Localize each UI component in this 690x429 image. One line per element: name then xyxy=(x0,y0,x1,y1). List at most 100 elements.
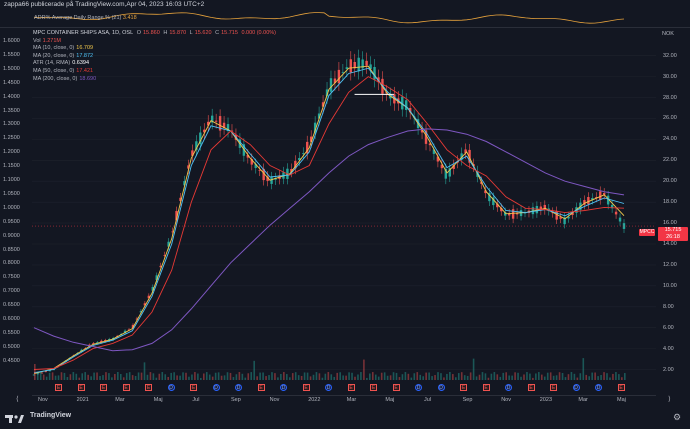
legend-ma10-row[interactable]: MA (10, close, 0) 16.709 xyxy=(33,45,278,53)
volume-bar xyxy=(535,373,537,380)
time-axis[interactable]: Nov 2021 Mar Maj Jul Sep Nov 2022 Mar Maj Jul Sep No… xyxy=(32,395,656,406)
volume-bar xyxy=(277,377,279,380)
settings-gear-icon[interactable]: ⚙ xyxy=(673,412,682,422)
volume-bar xyxy=(306,372,309,380)
right-axis-tick: 18.00 xyxy=(663,199,677,206)
legend-vol-row[interactable]: Vol 1.271M xyxy=(33,38,278,46)
left-axis-tick: 1.1500 xyxy=(3,163,20,170)
volume-bar xyxy=(330,374,333,380)
earnings-event-marker[interactable]: E xyxy=(122,384,130,391)
left-axis-tick: 0.9000 xyxy=(3,232,20,239)
earnings-event-marker[interactable]: E xyxy=(77,384,85,391)
time-axis-label: Sep xyxy=(462,397,473,403)
earnings-event-marker[interactable]: E xyxy=(527,384,535,391)
volume-bar xyxy=(532,377,534,380)
right-axis-tick: 20.00 xyxy=(663,178,677,185)
volume-bar xyxy=(401,374,404,380)
volume-bar xyxy=(256,376,258,380)
earnings-event-marker[interactable]: E xyxy=(482,384,490,391)
dividend-event-marker[interactable]: D xyxy=(437,384,445,391)
legend-atr-row[interactable]: ATR (14, RMA) 0.6394 xyxy=(33,60,278,68)
candle-body xyxy=(159,265,162,268)
candle-body xyxy=(298,157,301,161)
candle-body xyxy=(504,212,507,216)
candle-body xyxy=(610,204,614,209)
dividend-event-marker[interactable]: D xyxy=(572,384,580,391)
dividend-event-marker[interactable]: D xyxy=(325,384,332,391)
legend-symbol[interactable]: MPC CONTAINER SHIPS ASA, 1D, OSL xyxy=(33,30,134,36)
volume-bar xyxy=(493,372,496,380)
earnings-event-marker[interactable]: E xyxy=(190,384,197,391)
candle-body xyxy=(337,69,341,84)
right-price-scale[interactable]: NOK 32.00 30.00 28.00 26.00 24.00 22.00 20.00 1… xyxy=(656,28,690,394)
price-chart[interactable] xyxy=(0,28,690,394)
left-axis-tick: 1.5500 xyxy=(3,51,20,58)
earnings-event-marker[interactable]: E xyxy=(370,384,377,391)
volume-bar xyxy=(455,377,457,380)
volume-bar xyxy=(508,375,510,380)
earnings-event-marker[interactable]: E xyxy=(550,384,557,391)
volume-bar xyxy=(481,372,484,380)
ohlc-l-label: L xyxy=(189,30,193,36)
volume-bar xyxy=(502,372,505,380)
legend-ma200-row[interactable]: MA (200, close, 0) 18.690 xyxy=(33,76,278,84)
volume-bar xyxy=(202,373,205,380)
candle-body xyxy=(369,64,372,70)
dividend-event-marker[interactable]: D xyxy=(280,384,287,391)
legend-ma50-row[interactable]: MA (50, close, 0) 17.421 xyxy=(33,68,278,76)
candle-body xyxy=(507,213,511,216)
main-chart-pane[interactable] xyxy=(0,28,690,394)
dividend-event-marker[interactable]: D xyxy=(212,384,220,391)
volume-bar xyxy=(36,373,39,380)
volume-bar xyxy=(288,377,291,380)
volume-bar xyxy=(131,375,134,380)
earnings-event-marker[interactable]: E xyxy=(145,384,152,391)
volume-bar xyxy=(348,372,350,380)
candle-body xyxy=(571,212,574,215)
volume-bar xyxy=(514,372,516,380)
volume-bar xyxy=(125,373,128,380)
earnings-event-marker[interactable]: E xyxy=(347,384,355,391)
candle-body xyxy=(405,100,408,110)
volume-bar xyxy=(271,372,273,380)
volume-bar xyxy=(211,376,214,380)
candle-body xyxy=(599,191,602,200)
volume-bar xyxy=(490,373,493,380)
volume-bar xyxy=(108,373,110,380)
dividend-event-marker[interactable]: D xyxy=(235,384,242,391)
bar-countdown: 26:18 xyxy=(666,233,680,240)
scroll-right-icon[interactable]: ⟩ xyxy=(668,396,671,403)
earnings-event-marker[interactable]: E xyxy=(302,384,310,391)
volume-bar xyxy=(253,360,255,380)
candle-body xyxy=(123,330,127,334)
volume-bar xyxy=(443,377,445,380)
dividend-event-marker[interactable]: D xyxy=(595,384,602,391)
earnings-event-marker[interactable]: E xyxy=(55,384,62,391)
volume-bar xyxy=(57,375,60,380)
earnings-event-marker[interactable]: E xyxy=(617,384,625,391)
earnings-event-marker[interactable]: E xyxy=(257,384,265,391)
volume-bar xyxy=(117,372,119,380)
candle-body xyxy=(230,130,234,132)
earnings-event-marker[interactable]: E xyxy=(460,384,467,391)
left-axis-tick: 1.1000 xyxy=(3,177,20,183)
volume-bar xyxy=(122,377,125,380)
scroll-left-icon[interactable]: ⟨ xyxy=(16,396,19,403)
volume-bar xyxy=(392,372,395,380)
candle-body xyxy=(155,275,158,281)
right-axis-tick: 30.00 xyxy=(663,73,677,80)
candle-body xyxy=(500,208,503,212)
legend-ma20-row[interactable]: MA (20, close, 0) 17.872 xyxy=(33,53,278,61)
candle-body xyxy=(163,255,166,256)
dividend-event-marker[interactable]: D xyxy=(167,384,175,391)
left-price-scale[interactable]: 1.6000 1.5500 1.5000 1.4500 1.4000 1.3500 1.30… xyxy=(0,28,32,394)
earnings-event-marker[interactable]: E xyxy=(392,384,400,391)
dividend-event-marker[interactable]: D xyxy=(415,384,422,391)
volume-bar xyxy=(42,374,45,380)
candle-body xyxy=(444,168,448,179)
volume-bar xyxy=(235,374,238,380)
dividend-event-marker[interactable]: D xyxy=(505,384,512,391)
volume-bar xyxy=(191,374,193,380)
earnings-event-marker[interactable]: E xyxy=(100,384,107,391)
candle-body xyxy=(349,59,352,73)
